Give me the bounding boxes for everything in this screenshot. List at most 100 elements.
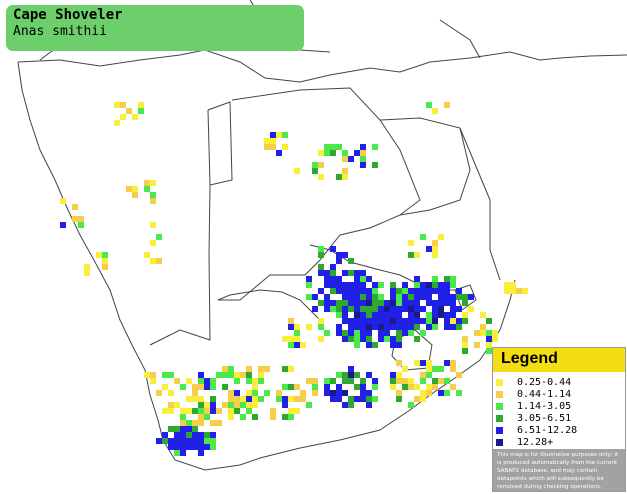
occurrence-cell: [402, 318, 408, 324]
occurrence-cell: [414, 312, 420, 318]
occurrence-cell: [384, 300, 390, 306]
occurrence-cell: [396, 324, 402, 330]
occurrence-cell: [402, 324, 408, 330]
occurrence-cell: [72, 216, 78, 222]
occurrence-cell: [420, 330, 426, 336]
occurrence-cell: [426, 282, 432, 288]
occurrence-cell: [360, 336, 366, 342]
occurrence-cell: [348, 258, 354, 264]
occurrence-cell: [432, 384, 438, 390]
occurrence-cell: [414, 294, 420, 300]
occurrence-cell: [444, 288, 450, 294]
occurrence-cell: [390, 372, 396, 378]
occurrence-cell: [264, 390, 270, 396]
occurrence-cell: [378, 294, 384, 300]
occurrence-cell: [354, 300, 360, 306]
occurrence-cell: [288, 324, 294, 330]
occurrence-cell: [180, 384, 186, 390]
occurrence-cell: [438, 300, 444, 306]
occurrence-cell: [354, 372, 360, 378]
occurrence-cell: [204, 432, 210, 438]
occurrence-cell: [282, 384, 288, 390]
occurrence-cell: [360, 276, 366, 282]
occurrence-cell: [138, 102, 144, 108]
occurrence-cell: [342, 336, 348, 342]
occurrence-cell: [294, 168, 300, 174]
occurrence-cell: [294, 324, 300, 330]
occurrence-cell: [486, 342, 492, 348]
occurrence-cell: [378, 318, 384, 324]
occurrence-cell: [402, 378, 408, 384]
occurrence-cell: [336, 252, 342, 258]
occurrence-cell: [270, 132, 276, 138]
occurrence-cell: [426, 390, 432, 396]
occurrence-cell: [426, 288, 432, 294]
occurrence-cell: [312, 306, 318, 312]
occurrence-cell: [366, 372, 372, 378]
legend-heading: Legend: [493, 348, 625, 372]
occurrence-cell: [342, 282, 348, 288]
border-mozambique: [459, 127, 501, 281]
occurrence-cell: [174, 426, 180, 432]
occurrence-cell: [312, 168, 318, 174]
occurrence-cell: [420, 294, 426, 300]
occurrence-cell: [354, 270, 360, 276]
occurrence-cell: [156, 438, 162, 444]
occurrence-cell: [348, 288, 354, 294]
occurrence-cell: [306, 402, 312, 408]
occurrence-cell: [306, 294, 312, 300]
occurrence-cell: [354, 288, 360, 294]
occurrence-cell: [324, 270, 330, 276]
occurrence-cell: [228, 408, 234, 414]
occurrence-cell: [288, 384, 294, 390]
occurrence-cell: [372, 396, 378, 402]
occurrence-cell: [78, 222, 84, 228]
occurrence-cell: [366, 336, 372, 342]
occurrence-cell: [372, 144, 378, 150]
occurrence-cell: [510, 282, 516, 288]
occurrence-cell: [354, 336, 360, 342]
occurrence-cell: [300, 390, 306, 396]
occurrence-cell: [150, 198, 156, 204]
legend-label: 12.28+: [517, 436, 554, 448]
occurrence-cell: [102, 264, 108, 270]
occurrence-cell: [252, 378, 258, 384]
occurrence-cell: [318, 162, 324, 168]
occurrence-cell: [336, 174, 342, 180]
occurrence-cell: [360, 330, 366, 336]
border-namibia: [149, 109, 211, 346]
occurrence-cell: [384, 318, 390, 324]
occurrence-cell: [396, 330, 402, 336]
occurrence-cell: [150, 378, 156, 384]
border-sa-bots: [217, 289, 321, 321]
occurrence-cell: [336, 288, 342, 294]
occurrence-cell: [336, 300, 342, 306]
occurrence-cell: [396, 360, 402, 366]
occurrence-cell: [504, 282, 510, 288]
occurrence-cell: [318, 324, 324, 330]
occurrence-cell: [348, 324, 354, 330]
occurrence-cell: [444, 300, 450, 306]
occurrence-cell: [408, 330, 414, 336]
occurrence-cell: [444, 324, 450, 330]
occurrence-cell: [216, 420, 222, 426]
occurrence-cell: [318, 300, 324, 306]
occurrence-cell: [426, 246, 432, 252]
occurrence-cell: [354, 318, 360, 324]
legend-disclaimer: This map is for illustrative purposes on…: [493, 449, 625, 491]
occurrence-cell: [402, 330, 408, 336]
legend-swatch: [496, 414, 503, 422]
occurrence-cell: [372, 288, 378, 294]
occurrence-cell: [408, 300, 414, 306]
occurrence-cell: [444, 312, 450, 318]
occurrence-cell: [168, 426, 174, 432]
occurrence-cell: [408, 402, 414, 408]
occurrence-cell: [366, 390, 372, 396]
occurrence-cell: [156, 258, 162, 264]
occurrence-cell: [198, 396, 204, 402]
occurrence-cell: [432, 378, 438, 384]
occurrence-cell: [354, 330, 360, 336]
occurrence-cell: [180, 414, 186, 420]
occurrence-cell: [162, 372, 168, 378]
occurrence-cell: [96, 252, 102, 258]
